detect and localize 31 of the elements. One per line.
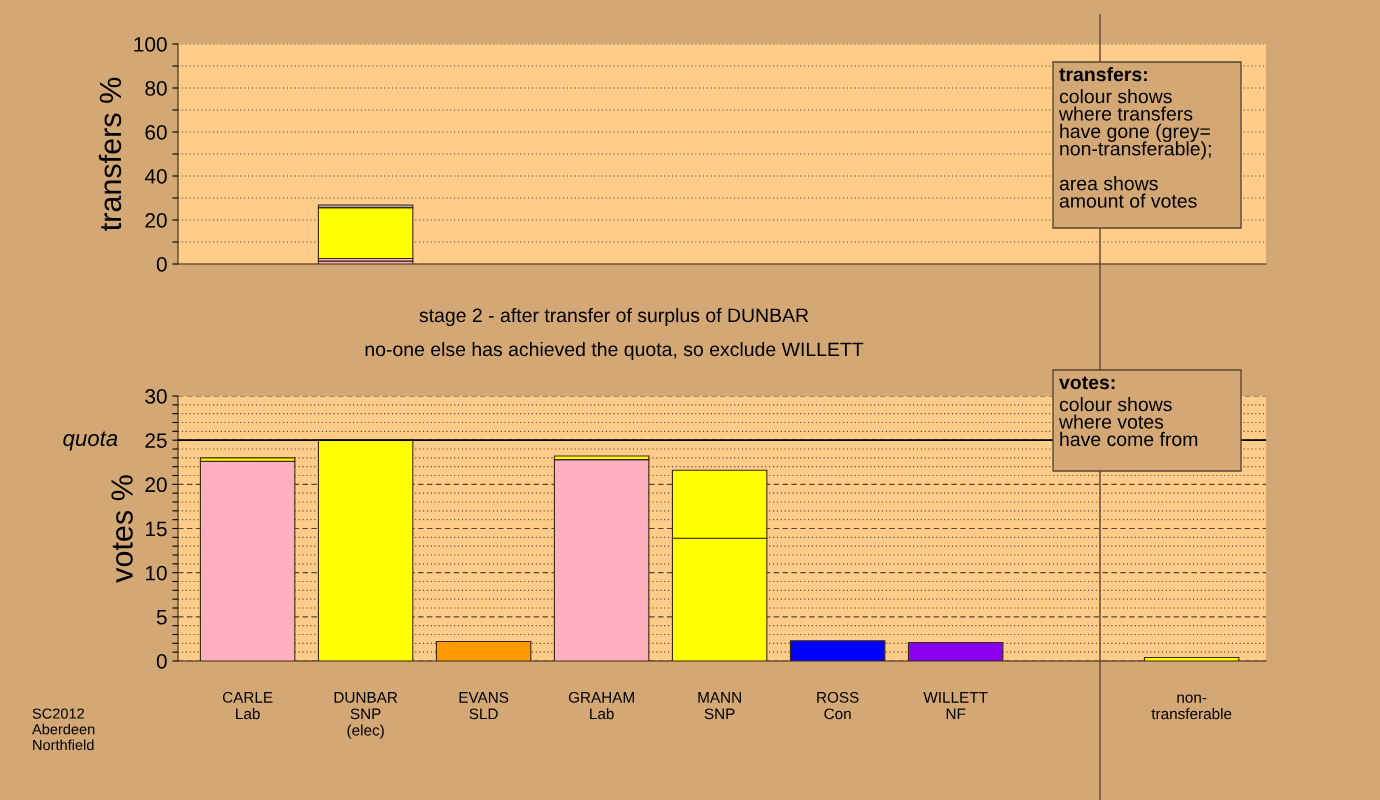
y-tick-label: 0 <box>156 654 167 669</box>
y-tick-label: 10 <box>146 565 167 581</box>
annotation: transfers: <box>1059 67 1147 82</box>
y-tick-label: 40 <box>144 169 167 184</box>
y-tick-label: 20 <box>145 477 167 493</box>
y-tick-label: 0 <box>156 257 167 272</box>
x-tick-label: WILLETT NF <box>923 692 988 720</box>
x-tick-label: DUNBAR SNP (elec) <box>334 692 398 739</box>
y-tick-label: 80 <box>145 81 167 96</box>
x-tick-label: non- transferable <box>1151 694 1232 720</box>
annotation: colour shows where votes have come from <box>1058 397 1198 447</box>
x-tick-label: MANN SNP <box>698 692 741 720</box>
x-tick-label: GRAHAM Lab <box>568 691 634 720</box>
ref-line-label: quota <box>63 431 118 451</box>
y-tick-label: 25 <box>145 433 167 448</box>
text: stage 2 - after transfer of surplus of DUNBAR <box>419 307 809 327</box>
y-axis-title: votes % <box>111 475 133 583</box>
y-tick-label: 15 <box>146 521 167 537</box>
y-axis-title: transfers % <box>98 77 122 231</box>
text: votes: <box>1059 376 1115 390</box>
x-tick-label: ROSS Con <box>817 691 859 720</box>
x-tick-label: CARLE Lab <box>222 691 273 720</box>
annotation: colour shows where transfers have gone (grey= non-transferable); area shows amount of votes <box>1058 89 1211 208</box>
y-tick-label: 5 <box>156 610 167 625</box>
y-tick-label: 100 <box>134 37 167 52</box>
y-tick-label: 60 <box>145 125 167 140</box>
text: SC2012 Aberdeen Northfield <box>32 708 95 751</box>
y-tick-label: 20 <box>145 213 167 228</box>
text: no-one else has achieved the quota, so exclude WILLETT <box>365 341 864 361</box>
y-tick-label: 30 <box>145 389 167 404</box>
x-tick-label: EVANS SLD <box>459 691 509 720</box>
